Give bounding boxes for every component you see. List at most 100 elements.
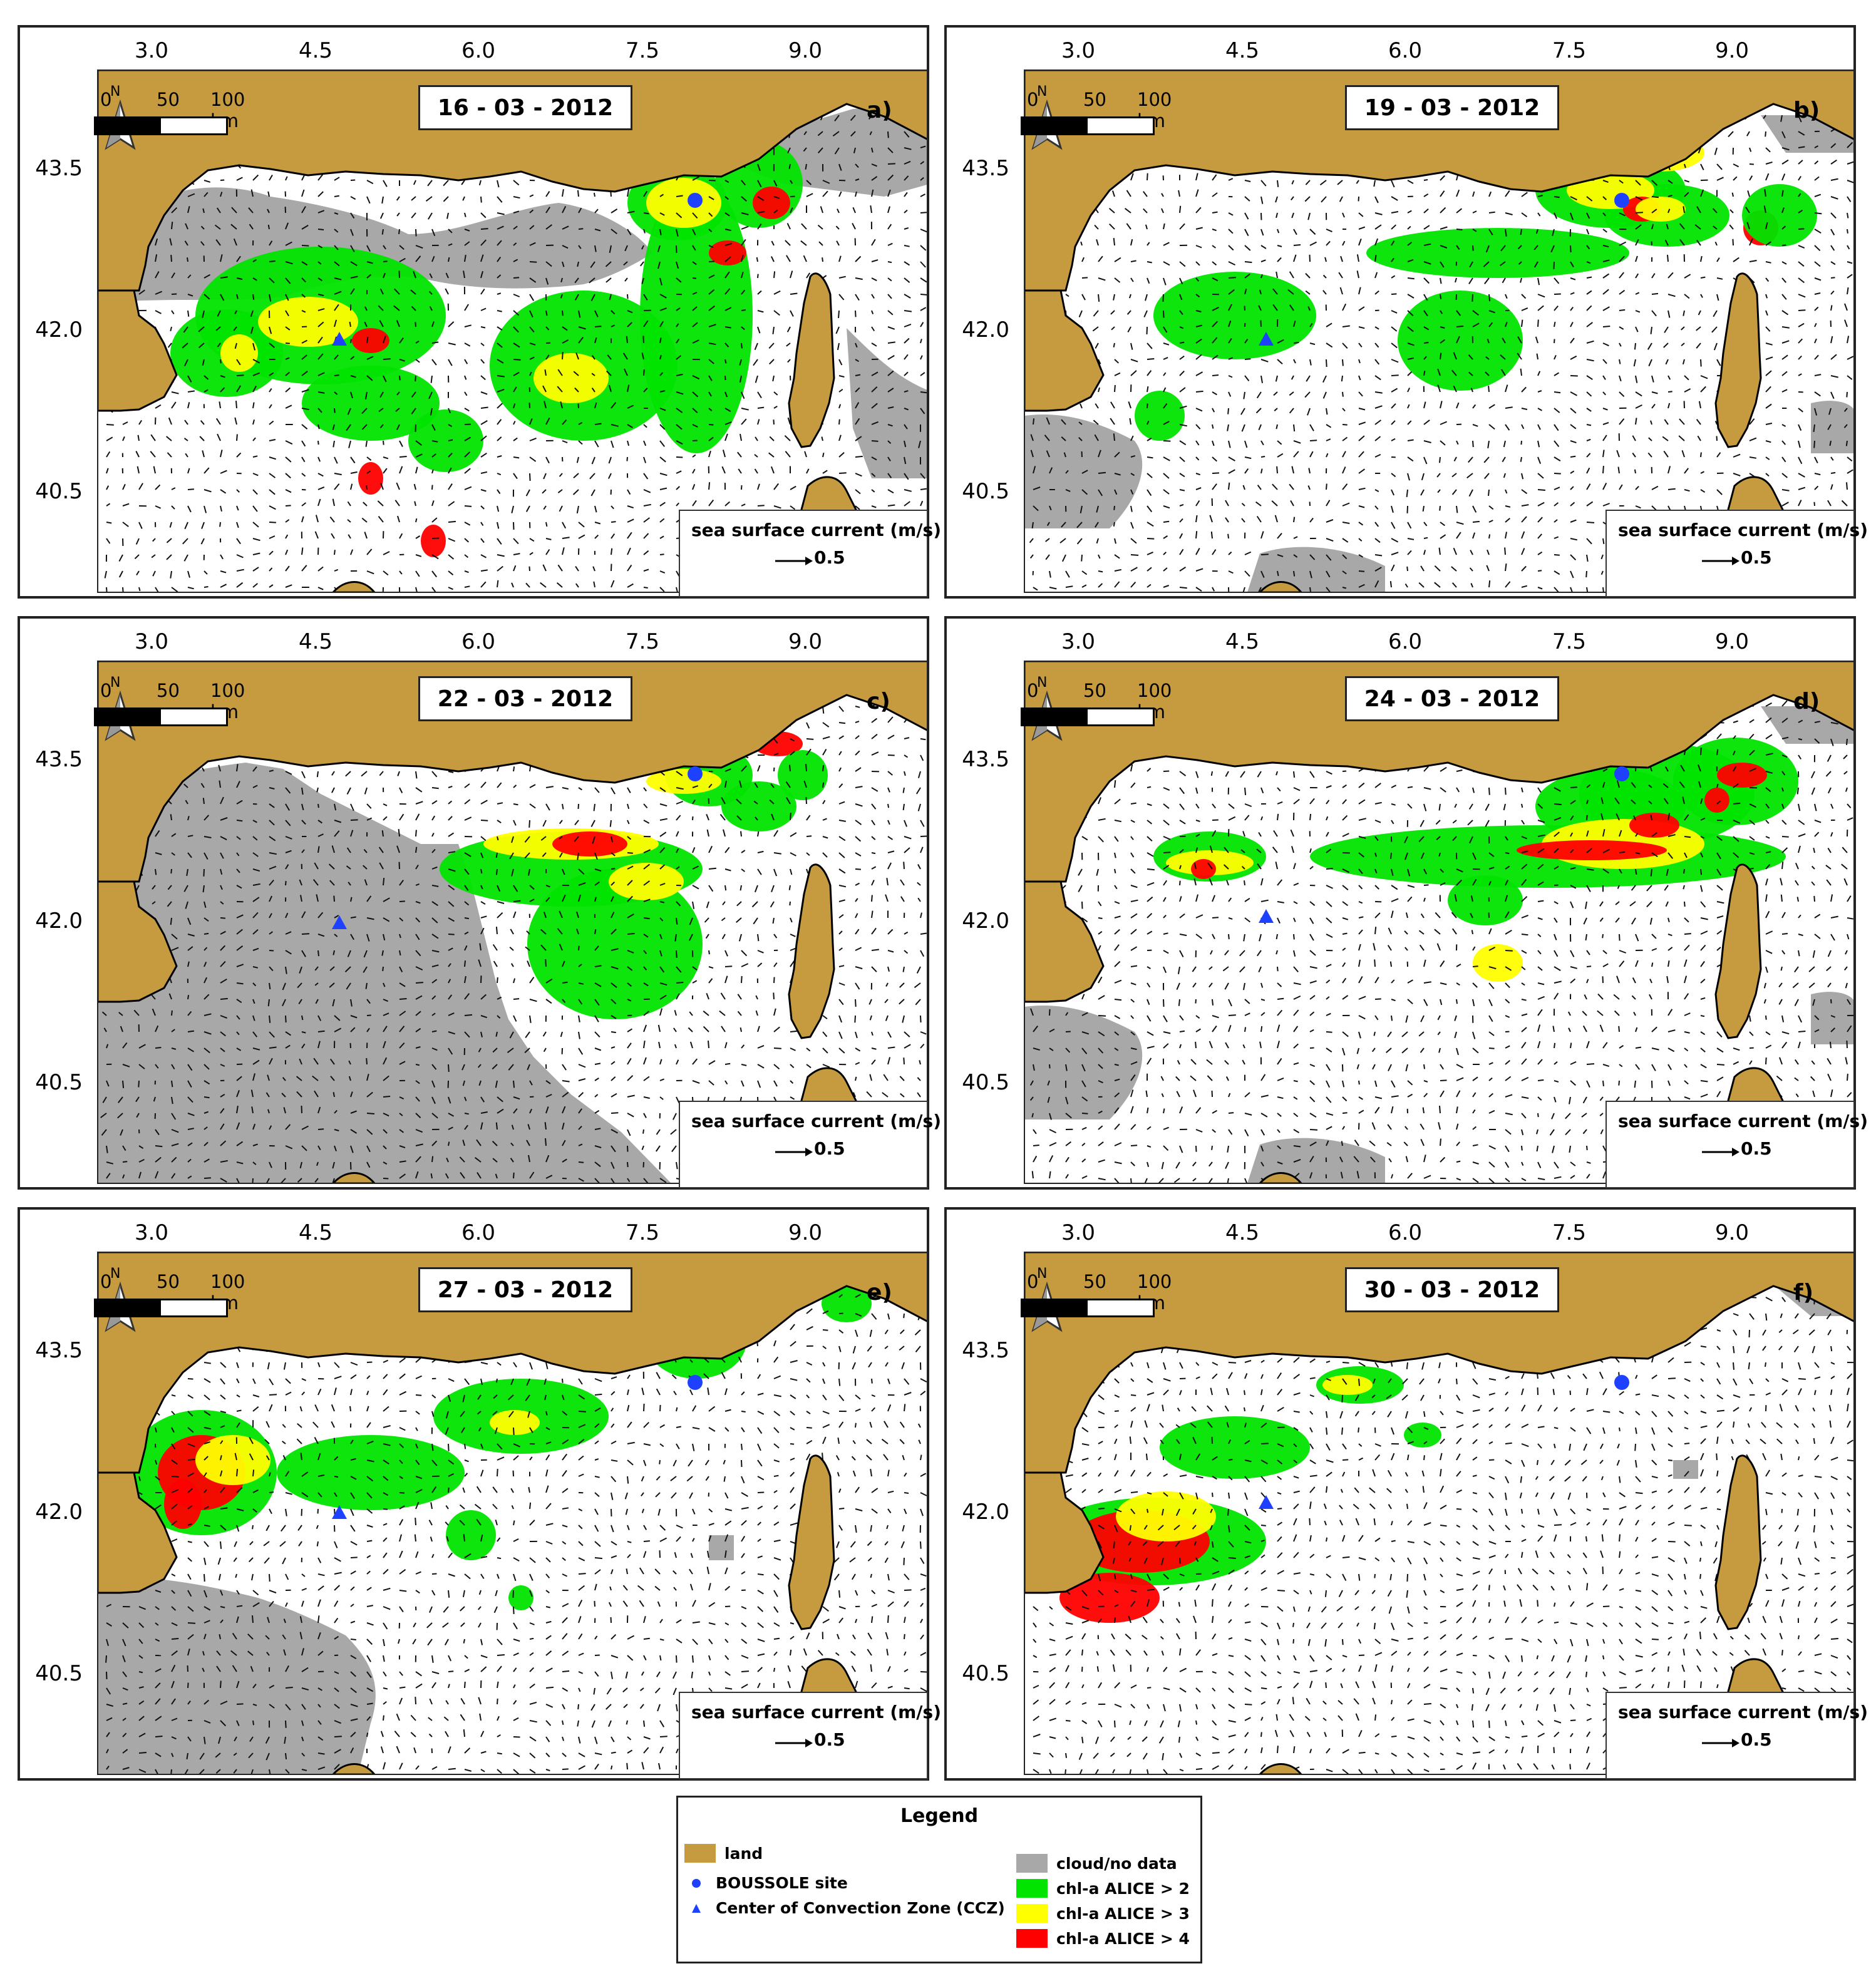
map-canvas: 3.0 4.5 6.0 7.5 9.0 43.5 42.0 40.5 bbox=[35, 38, 927, 593]
scale-bar-graphic bbox=[94, 116, 228, 135]
chl-patch bbox=[277, 1435, 465, 1510]
scale-label: 0 bbox=[100, 680, 112, 701]
ccz-marker bbox=[332, 1505, 347, 1519]
land-mass bbox=[1024, 1252, 1853, 1474]
y-tick-label: 42.0 bbox=[35, 908, 83, 934]
chl-patch bbox=[1153, 272, 1316, 359]
land-mass bbox=[1024, 661, 1853, 883]
chl-patch bbox=[302, 366, 440, 441]
land-mass bbox=[1024, 70, 1853, 292]
y-tick-label: 43.5 bbox=[35, 1338, 83, 1363]
map-canvas: 3.0 4.5 6.0 7.5 9.0 43.5 42.0 40.5 bbox=[962, 629, 1853, 1184]
chl-patch bbox=[1517, 840, 1667, 860]
x-tick-label: 6.0 bbox=[461, 629, 495, 654]
chl-patch bbox=[646, 769, 721, 794]
y-tick-label: 43.5 bbox=[962, 747, 1009, 772]
x-tick-label: 3.0 bbox=[135, 38, 168, 63]
current-scale-box: sea surface current (m/s) 0.5 bbox=[1605, 1692, 1868, 1779]
panel-letter: d) bbox=[1793, 689, 1820, 714]
legend-title: Legend bbox=[900, 1805, 979, 1827]
scale-label: 50 bbox=[157, 1271, 180, 1292]
arrow-right-icon bbox=[1698, 548, 1742, 574]
blue-triangle-icon bbox=[692, 1903, 701, 1913]
cloud-region bbox=[1673, 1460, 1698, 1479]
scale-label: 0 bbox=[1027, 680, 1039, 701]
land-mass bbox=[98, 1252, 927, 1474]
x-tick-label: 6.0 bbox=[461, 38, 495, 63]
cloud-region bbox=[847, 328, 927, 478]
y-tick-label: 43.5 bbox=[35, 156, 83, 181]
x-tick-label: 4.5 bbox=[1225, 629, 1259, 654]
current-scale-box: sea surface current (m/s) 0.5 bbox=[679, 510, 941, 597]
current-scale-title: sea surface current (m/s) bbox=[1618, 1111, 1868, 1131]
current-scale-value: 0.5 bbox=[814, 1138, 845, 1159]
cloud-region bbox=[98, 1577, 376, 1774]
x-tick-label: 4.5 bbox=[299, 629, 332, 654]
legend: Legend land BOUSSOLE site Center of Conv… bbox=[676, 1796, 1202, 1963]
land-mass bbox=[1714, 272, 1762, 448]
y-tick-label: 40.5 bbox=[962, 1070, 1009, 1095]
current-scale-value: 0.5 bbox=[1741, 547, 1772, 568]
y-tick-label: 42.0 bbox=[962, 908, 1009, 934]
x-tick-label: 7.5 bbox=[1552, 38, 1586, 63]
panel-date: 24 - 03 - 2012 bbox=[1345, 676, 1559, 721]
chl-patch bbox=[358, 462, 383, 495]
chl-patch bbox=[195, 1435, 271, 1485]
boussole-site-marker bbox=[688, 1375, 703, 1390]
boussole-site-marker bbox=[1614, 766, 1629, 781]
legend-land-label: land bbox=[724, 1844, 763, 1863]
cloud-region bbox=[1811, 992, 1853, 1044]
chl-patch bbox=[527, 869, 703, 1019]
chl-patch bbox=[1160, 1416, 1310, 1479]
scale-label: 0 bbox=[1027, 89, 1039, 110]
ccz-marker bbox=[332, 915, 347, 929]
north-label: N bbox=[1037, 675, 1048, 691]
land-mass bbox=[788, 863, 835, 1039]
y-tick-label: 40.5 bbox=[35, 479, 83, 504]
legend-cloud: cloud/no data bbox=[1016, 1854, 1177, 1873]
arrow-right-icon bbox=[1698, 1731, 1742, 1756]
north-label: N bbox=[110, 1266, 121, 1282]
current-scale-value: 0.5 bbox=[1741, 1729, 1772, 1750]
chl-patch bbox=[552, 831, 627, 857]
land-mass bbox=[1024, 1471, 1105, 1594]
chl-patch bbox=[164, 1479, 202, 1529]
y-tick-label: 42.0 bbox=[962, 1500, 1009, 1525]
arrow-right-icon bbox=[1698, 1140, 1742, 1165]
chl-patch bbox=[533, 353, 609, 403]
y-tick-label: 42.0 bbox=[35, 1500, 83, 1525]
chl-patch bbox=[1473, 944, 1523, 982]
land-mass bbox=[98, 661, 927, 883]
x-tick-label: 6.0 bbox=[1388, 38, 1422, 63]
chl-patch bbox=[1717, 763, 1767, 788]
x-tick-label: 7.5 bbox=[626, 38, 659, 63]
chl-patch bbox=[1191, 859, 1216, 879]
yellow-swatch bbox=[1016, 1904, 1048, 1923]
land-mass bbox=[331, 1763, 376, 1774]
y-tick-label: 42.0 bbox=[962, 317, 1009, 342]
panel-letter: f) bbox=[1793, 1280, 1814, 1305]
x-tick-label: 6.0 bbox=[1388, 1220, 1422, 1245]
scale-label: 50 bbox=[157, 680, 180, 701]
cloud-region bbox=[1024, 414, 1143, 528]
x-tick-label: 3.0 bbox=[135, 1220, 168, 1245]
current-scale-title: sea surface current (m/s) bbox=[1618, 520, 1868, 540]
legend-chl3-label: chl-a ALICE > 3 bbox=[1056, 1904, 1190, 1923]
chl-patch bbox=[490, 1410, 540, 1435]
x-tick-label: 3.0 bbox=[1061, 1220, 1095, 1245]
scale-bar-graphic bbox=[1021, 708, 1155, 726]
legend-chl4: chl-a ALICE > 4 bbox=[1016, 1929, 1190, 1948]
north-label: N bbox=[110, 675, 121, 691]
x-tick-label: 9.0 bbox=[1715, 38, 1749, 63]
north-label: N bbox=[1037, 84, 1048, 100]
boussole-site-marker bbox=[688, 766, 703, 781]
panel-date: 16 - 03 - 2012 bbox=[418, 85, 632, 130]
chl-patch bbox=[1404, 1423, 1441, 1448]
boussole-site-marker bbox=[1614, 1375, 1629, 1390]
current-scale-value: 0.5 bbox=[1741, 1138, 1772, 1159]
x-tick-label: 3.0 bbox=[1061, 38, 1095, 63]
